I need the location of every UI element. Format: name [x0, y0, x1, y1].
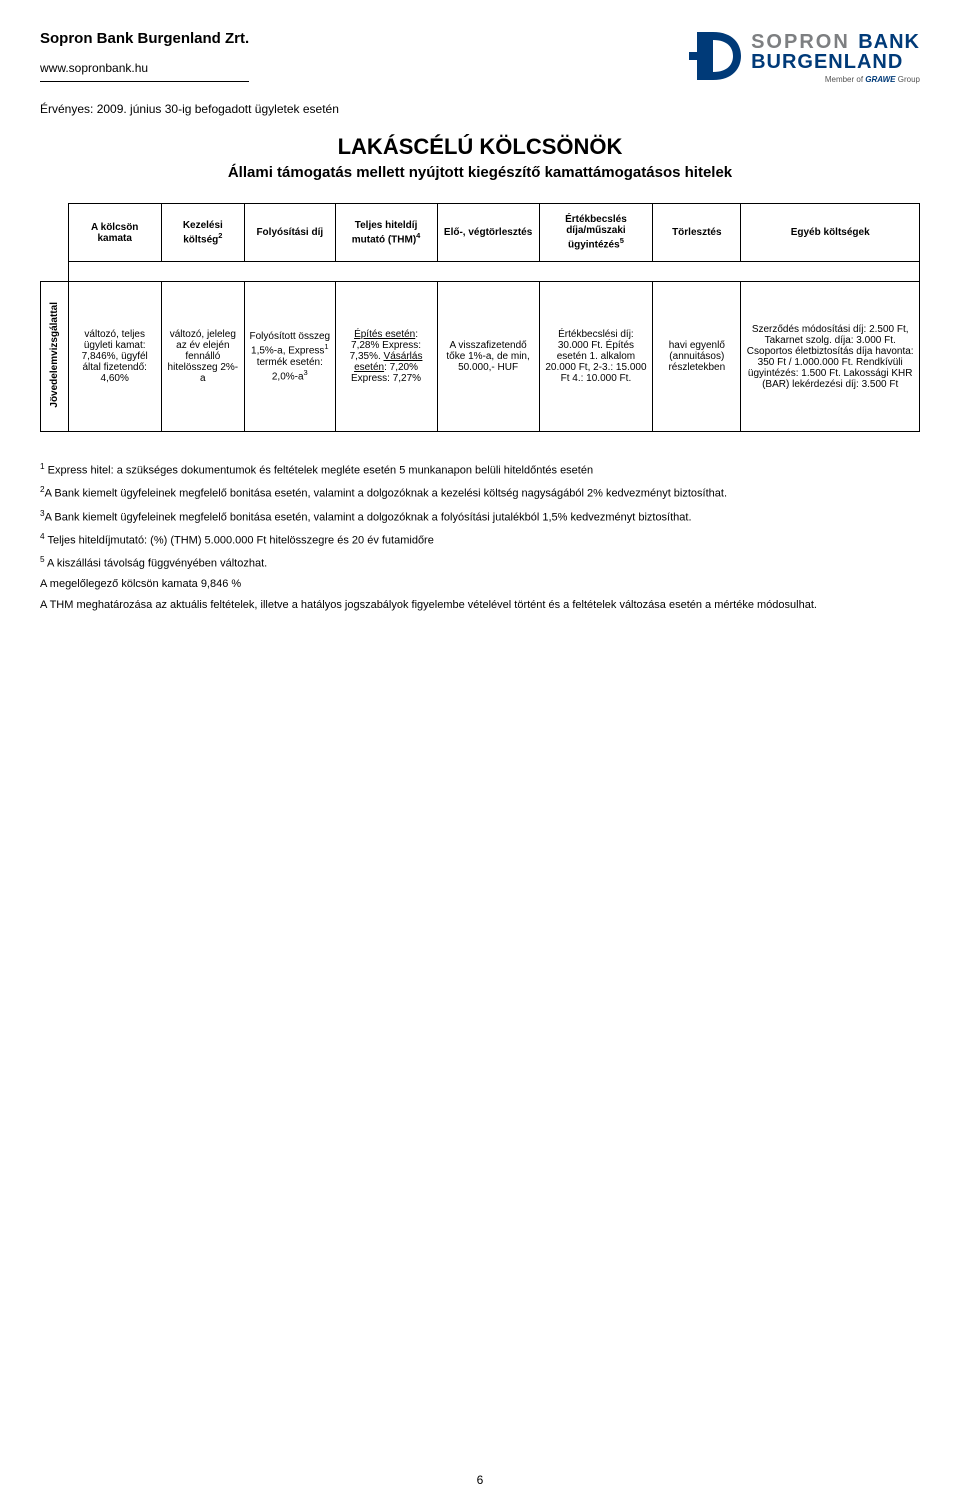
th-elo-vegt: Elő-, végtörlesztés: [437, 204, 539, 262]
page-number: 6: [0, 1473, 960, 1487]
company-name: Sopron Bank Burgenland Zrt.: [40, 30, 249, 47]
divider: [40, 81, 249, 82]
th-egyeb: Egyéb költségek: [741, 204, 920, 262]
cell-folyositasi: Folyósított összeg 1,5%-a, Express1 term…: [245, 282, 335, 432]
cell-thm: Építés esetén: 7,28% Express: 7,35%. Vás…: [335, 282, 437, 432]
cell-torlesztes: havi egyenlő (annuitásos) részletekben: [653, 282, 741, 432]
th-folyositasi: Folyósítási díj: [245, 204, 335, 262]
footnote-4: 4 Teljes hiteldíjmutató: (%) (THM) 5.000…: [40, 530, 920, 550]
cell-elo-vegt: A visszafizetendő tőke 1%-a, de min, 50.…: [437, 282, 539, 432]
th-kezelesi: Kezelési költség2: [161, 204, 244, 262]
table-data-row: Jövedelemvizsgálattal változó, teljes üg…: [41, 282, 920, 432]
cell-egyeb: Szerződés módosítási díj: 2.500 Ft, Taka…: [741, 282, 920, 432]
extra-note-1: A megelőlegező kölcsön kamata 9,846 %: [40, 576, 920, 594]
logo-mark-icon: [689, 30, 743, 82]
extra-note-2: A THM meghatározása az aktuális feltétel…: [40, 597, 920, 615]
page-title: LAKÁSCÉLÚ KÖLCSÖNÖK: [40, 134, 920, 160]
validity-text: Érvényes: 2009. június 30-ig befogadott …: [40, 102, 920, 116]
cell-kamata: változó, teljes ügyleti kamat: 7,846%, ü…: [68, 282, 161, 432]
cell-ertekbecsles: Értékbecslési díj: 30.000 Ft. Építés ese…: [539, 282, 653, 432]
logo-text-line3: BURGENLAND: [751, 52, 920, 72]
table-header-row: A kölcsön kamata Kezelési költség2 Folyó…: [41, 204, 920, 262]
bank-logo: SOPRON BANK BURGENLAND Member of GRAWE G…: [689, 30, 920, 84]
website-url: www.sopronbank.hu: [40, 61, 249, 75]
footnote-2: 2A Bank kiemelt ügyfeleinek megfelelő bo…: [40, 483, 920, 503]
loan-table: A kölcsön kamata Kezelési költség2 Folyó…: [40, 203, 920, 432]
footnote-3: 3A Bank kiemelt ügyfeleinek megfelelő bo…: [40, 507, 920, 527]
page-subtitle: Állami támogatás mellett nyújtott kiegés…: [40, 164, 920, 181]
footnote-5: 5 A kiszállási távolság függvényében vál…: [40, 553, 920, 573]
th-ertekbecsles: Értékbecslés díja/műszaki ügyintézés5: [539, 204, 653, 262]
footnotes: 1 Express hitel: a szükséges dokumentumo…: [40, 460, 920, 614]
logo-text-line2: BANK: [858, 31, 920, 53]
row-side-label: Jövedelemvizsgálattal: [41, 282, 69, 432]
th-torlesztes: Törlesztés: [653, 204, 741, 262]
footnote-1: 1 Express hitel: a szükséges dokumentumo…: [40, 460, 920, 480]
th-kamata: A kölcsön kamata: [68, 204, 161, 262]
table-gap-row: [41, 262, 920, 282]
th-thm: Teljes hiteldíj mutató (THM)4: [335, 204, 437, 262]
logo-subtext: Member of GRAWE Group: [751, 76, 920, 84]
logo-text-line1: SOPRON: [751, 31, 850, 53]
cell-kezelesi: változó, jeleleg az év elején fennálló h…: [161, 282, 244, 432]
